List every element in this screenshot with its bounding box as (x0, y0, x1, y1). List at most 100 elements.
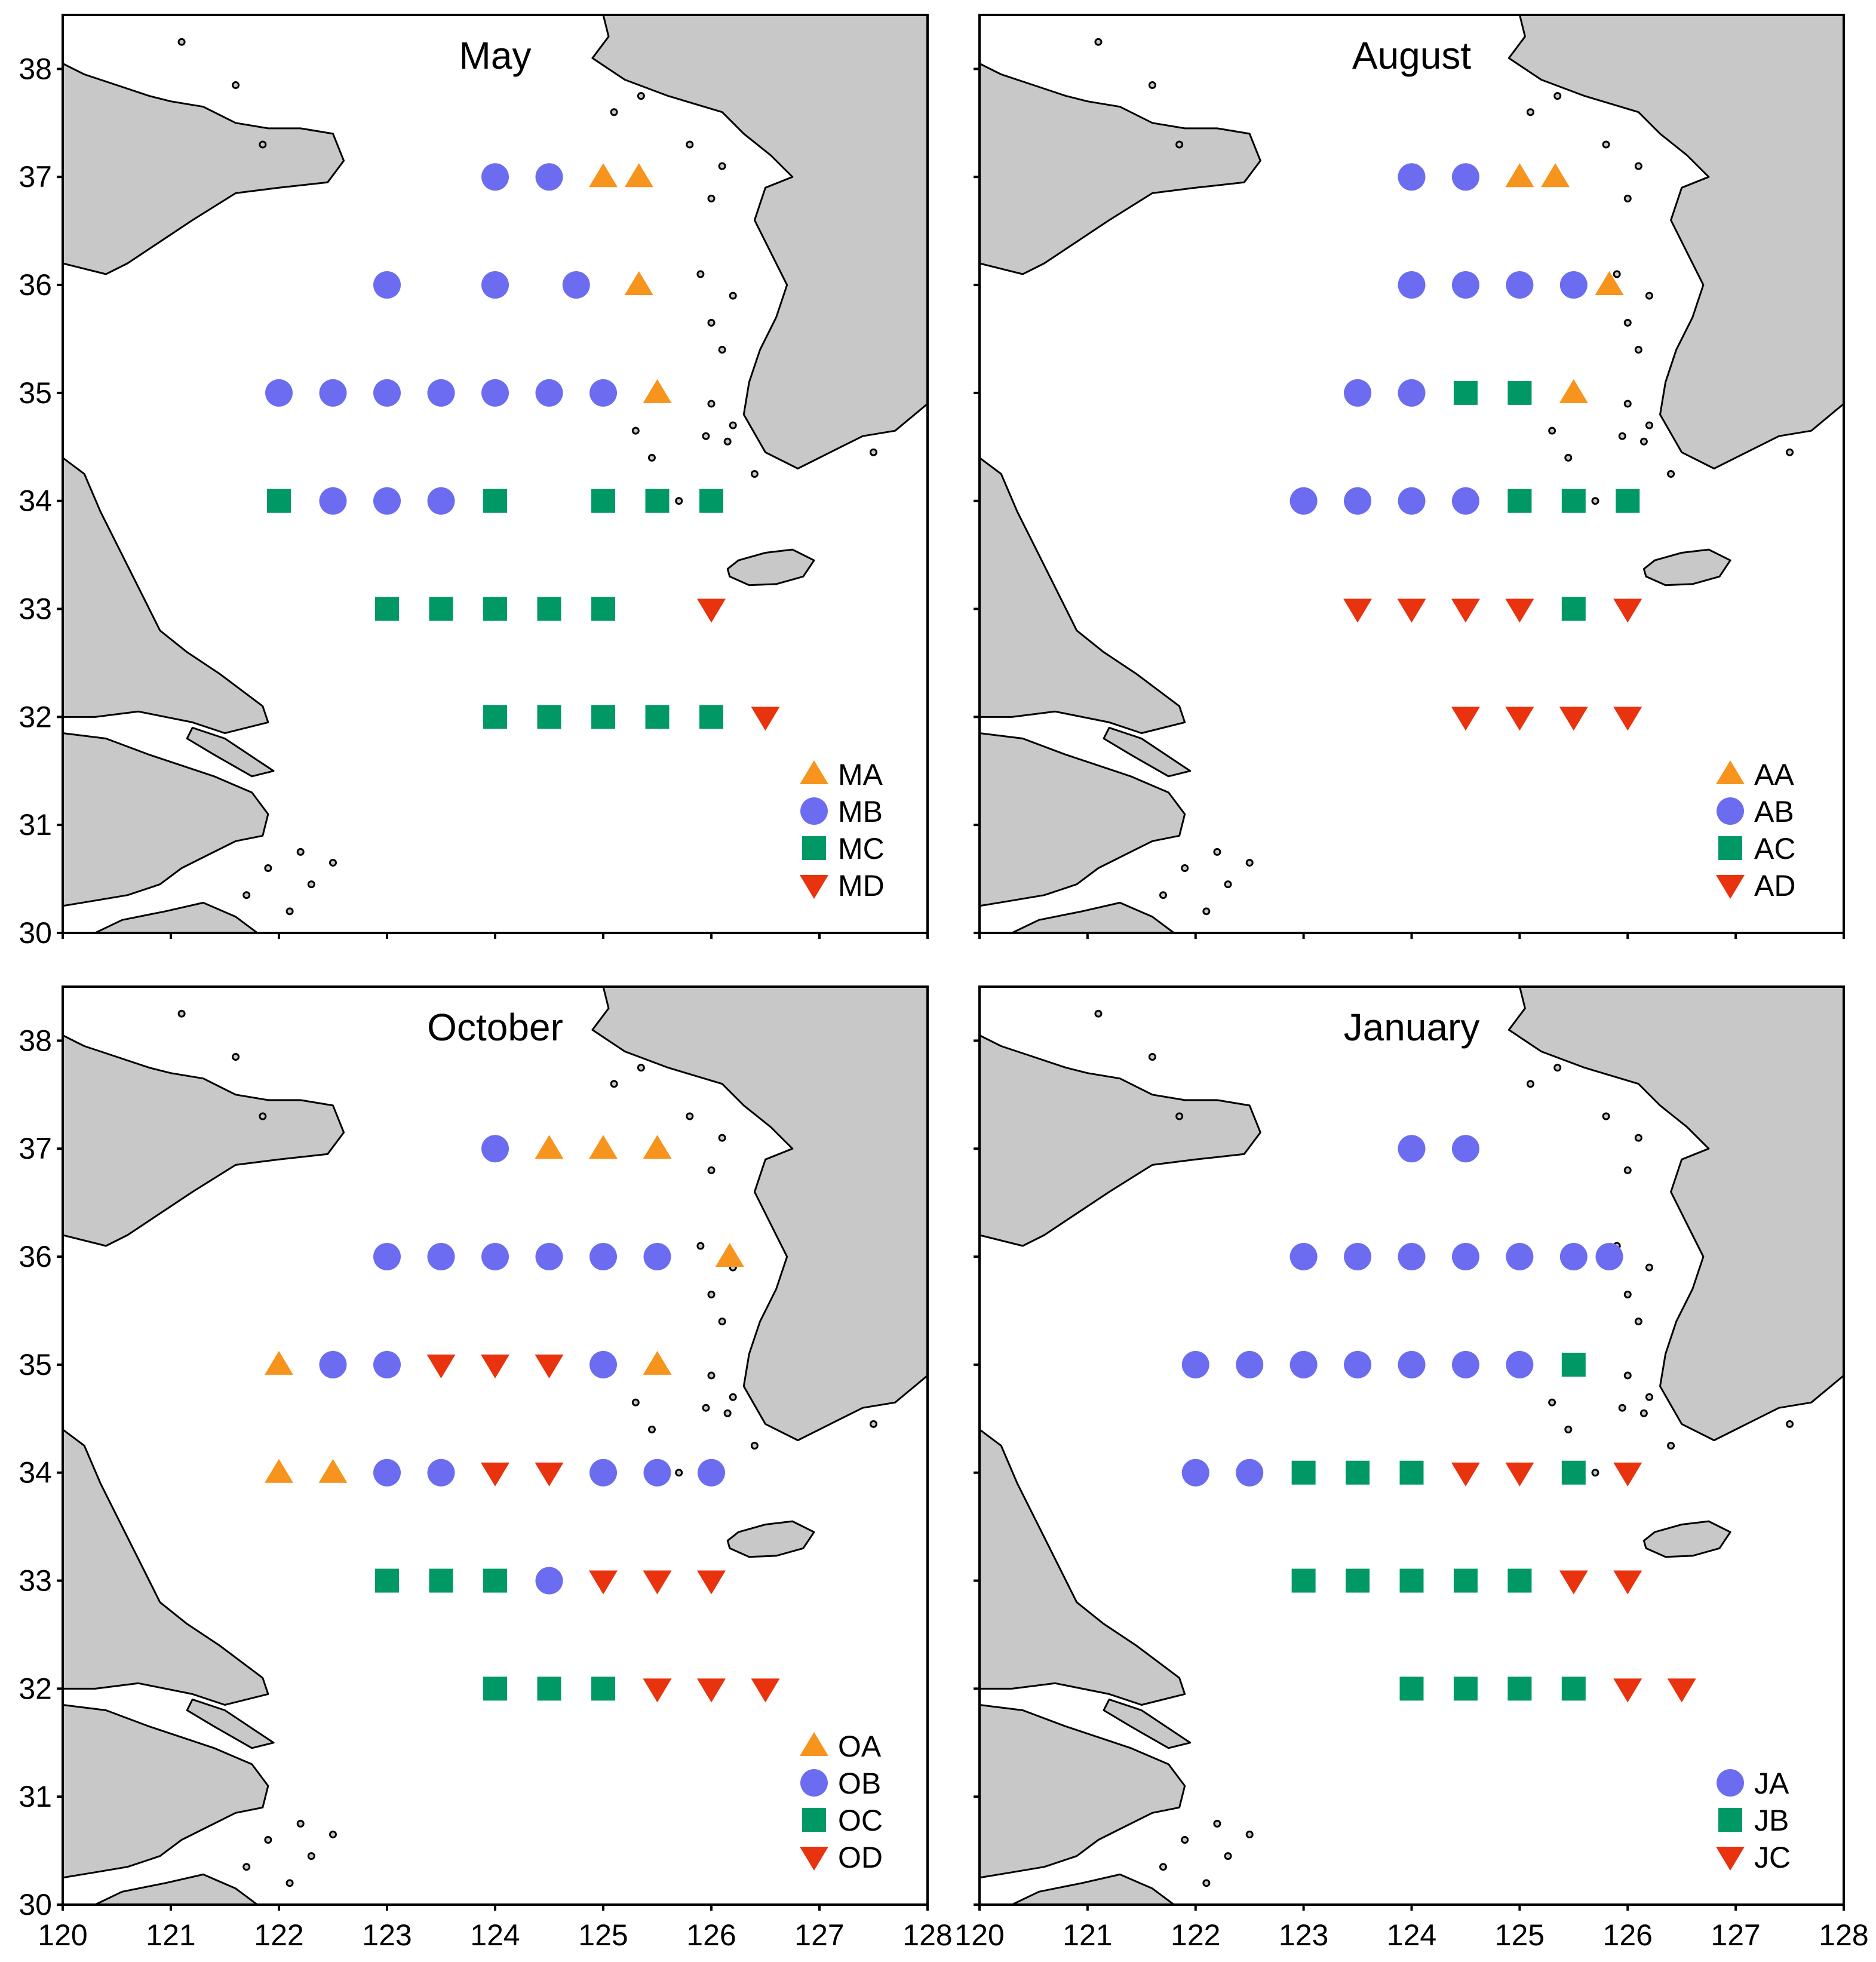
island (1667, 1442, 1675, 1450)
island (1634, 1134, 1642, 1142)
island (631, 1398, 640, 1407)
station-marker-ja (1506, 1243, 1534, 1271)
station-marker-ja (1289, 1243, 1318, 1271)
island (1634, 162, 1642, 170)
island (1548, 1398, 1556, 1407)
station-marker-ab (1398, 271, 1426, 299)
land-layer (63, 987, 928, 1905)
station-marker-jb (1453, 1568, 1478, 1593)
series-ac (1453, 380, 1640, 621)
station-marker-ac (1561, 597, 1586, 621)
station-marker-mc (699, 705, 723, 729)
station-marker-mb (427, 487, 455, 515)
x-tick-label: 125 (578, 1918, 628, 1952)
legend-label-aa: AA (1754, 758, 1794, 791)
station-marker-oa (643, 1135, 672, 1159)
station-marker-ja (1451, 1135, 1479, 1163)
station-marker-ja (1398, 1243, 1426, 1271)
y-tick-label: 31 (19, 1780, 52, 1813)
coastline-shanghai (63, 1704, 269, 1879)
legend-label-jc: JC (1754, 1841, 1791, 1874)
station-marker-jb (1291, 1568, 1316, 1593)
legend-label-ac: AC (1754, 832, 1795, 865)
station-marker-jc (1667, 1678, 1696, 1703)
station-marker-ja (1344, 1350, 1372, 1378)
island (242, 1863, 251, 1871)
legend-marker-oc (802, 1808, 826, 1832)
x-tick-label: 128 (1819, 1918, 1868, 1952)
island (718, 162, 726, 170)
island (1213, 848, 1221, 856)
station-marker-ob (481, 1135, 509, 1163)
station-marker-jc (1559, 1570, 1588, 1595)
island (870, 1420, 877, 1428)
coastline-jiangsu (63, 456, 269, 734)
station-marker-ja (1181, 1350, 1209, 1378)
island (647, 453, 656, 462)
map-panel-october: 30 31 32 33 34 35 36 37 38 120 121 122 123 124 125 126 1… (19, 985, 953, 1952)
station-marker-mc (537, 597, 561, 621)
island (729, 291, 737, 300)
coastline-jeju (1642, 548, 1731, 587)
island (1623, 1166, 1632, 1174)
island (296, 848, 305, 856)
coastline-korea (1507, 15, 1844, 469)
x-tick-label: 124 (1387, 1918, 1436, 1952)
station-marker-jb (1453, 1677, 1478, 1701)
station-marker-ad (1451, 598, 1480, 623)
coastline-zhejiang (1011, 901, 1175, 933)
station-marker-ja (1236, 1350, 1264, 1378)
station-marker-jb (1399, 1460, 1424, 1485)
y-tick-label: 35 (19, 1348, 52, 1381)
island (1602, 140, 1610, 149)
island (1245, 1830, 1254, 1838)
station-marker-oc (483, 1568, 507, 1593)
station-marker-ob (643, 1459, 671, 1487)
station-marker-od (643, 1678, 672, 1703)
coastline-jiangsu (63, 1428, 269, 1706)
coastline-shanghai (63, 732, 269, 907)
station-marker-aa (1559, 379, 1588, 403)
station-marker-od (426, 1354, 456, 1378)
coastline-shandong (63, 15, 345, 275)
station-marker-ab (1451, 271, 1479, 299)
series-oa (265, 1135, 744, 1483)
station-marker-mb (373, 379, 401, 407)
island (675, 1469, 683, 1477)
island (718, 1134, 726, 1142)
coastline-chongming (1103, 726, 1192, 778)
coastline-zhejiang (94, 1873, 259, 1905)
island (1639, 1409, 1648, 1417)
island (1645, 1263, 1653, 1272)
station-marker-mb (319, 379, 347, 407)
station-marker-jc (1451, 1462, 1480, 1487)
series-ob (319, 1135, 725, 1595)
coastline-chongming (186, 726, 275, 778)
island (702, 432, 710, 440)
station-marker-mb (535, 379, 563, 407)
island (637, 92, 645, 100)
legend-marker-ab (1717, 797, 1744, 825)
station-marker-ad (1505, 707, 1534, 731)
legend-label-od: OD (838, 1841, 883, 1874)
map-panel-august: August AA AB AC AD (974, 14, 1845, 939)
y-tick-label: 33 (19, 592, 52, 626)
station-marker-oa (265, 1459, 293, 1483)
island (1613, 270, 1621, 278)
island (177, 38, 186, 46)
station-marker-ac (1453, 380, 1478, 405)
x-tick-label: 127 (1711, 1918, 1760, 1952)
station-marker-jb (1399, 1677, 1424, 1701)
x-tick-label: 125 (1495, 1918, 1545, 1952)
island (1623, 1371, 1632, 1380)
station-marker-jc (1613, 1678, 1642, 1703)
island (285, 907, 294, 916)
series-jb (1291, 1352, 1586, 1701)
island (1175, 140, 1184, 149)
station-marker-ab (1451, 487, 1479, 515)
station-marker-od (643, 1570, 672, 1595)
island (1159, 891, 1167, 899)
series-mc (267, 489, 723, 729)
legend-label-ob: OB (838, 1767, 881, 1800)
station-marker-jb (1399, 1568, 1424, 1593)
